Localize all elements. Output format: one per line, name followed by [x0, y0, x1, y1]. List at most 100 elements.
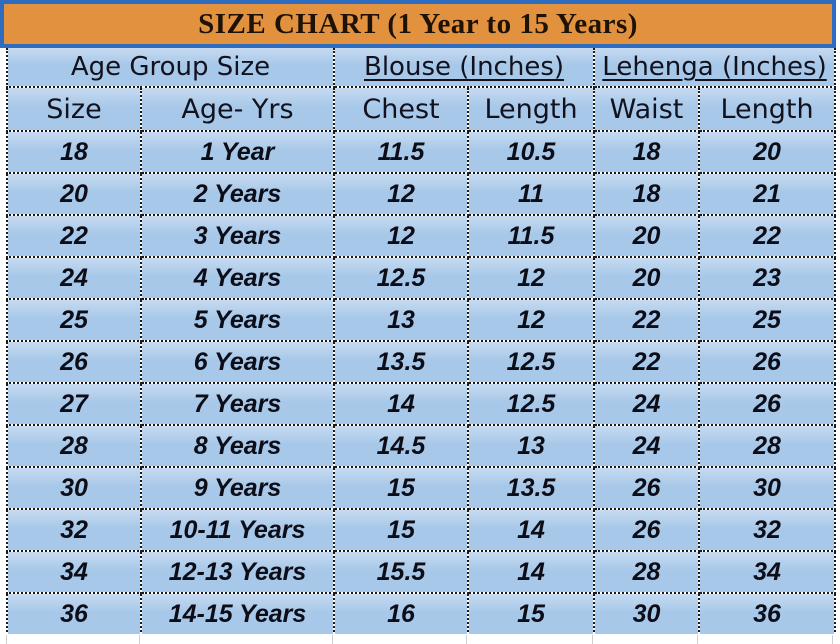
table-row: 32 10-11 Years 15 14 26 32 [6, 508, 837, 552]
cell-chest: 15 [333, 508, 469, 552]
cell-size: 28 [6, 424, 142, 468]
cell-lehenga-length: 26 [698, 340, 837, 384]
column-header-lehenga-length: Length [698, 86, 837, 132]
cell-chest: 15 [333, 466, 469, 510]
cell-waist: 28 [593, 550, 701, 594]
cell-chest: 13 [333, 298, 469, 342]
column-group-lehenga: Lehenga (Inches) [593, 48, 837, 88]
cell-size: 24 [6, 256, 142, 300]
cell-lehenga-length: 30 [698, 466, 837, 510]
cell-blouse-length: 10.5 [466, 130, 596, 174]
cell-size: 18 [6, 130, 142, 174]
cell-age-yrs: 2 Years [140, 172, 335, 216]
column-header-chest: Chest [333, 86, 469, 132]
column-header-size: Size [6, 86, 142, 132]
column-group-row: Age Group Size Blouse (Inches) Lehenga (… [6, 48, 837, 88]
cell-age-yrs: 4 Years [140, 256, 335, 300]
size-chart-table: Age Group Size Blouse (Inches) Lehenga (… [6, 48, 837, 636]
cell-waist: 30 [593, 592, 701, 636]
cell-age-yrs: 14-15 Years [140, 592, 335, 636]
cell-size: 36 [6, 592, 142, 636]
cell-chest: 12 [333, 214, 469, 258]
cell-lehenga-length: 23 [698, 256, 837, 300]
cell-waist: 18 [593, 130, 701, 174]
cell-age-yrs: 9 Years [140, 466, 335, 510]
page-title: SIZE CHART (1 Year to 15 Years) [198, 7, 638, 40]
cell-chest: 14 [333, 382, 469, 426]
cell-waist: 26 [593, 466, 701, 510]
cell-age-yrs: 7 Years [140, 382, 335, 426]
cell-waist: 24 [593, 424, 701, 468]
gridline [697, 635, 698, 644]
cell-age-yrs: 8 Years [140, 424, 335, 468]
column-header-age-yrs: Age- Yrs [140, 86, 335, 132]
cell-lehenga-length: 21 [698, 172, 837, 216]
cell-lehenga-length: 28 [698, 424, 837, 468]
table-row: 34 12-13 Years 15.5 14 28 34 [6, 550, 837, 594]
cell-lehenga-length: 20 [698, 130, 837, 174]
cell-age-yrs: 3 Years [140, 214, 335, 258]
table-row: 36 14-15 Years 16 15 30 36 [6, 592, 837, 636]
cell-chest: 13.5 [333, 340, 469, 384]
column-group-age: Age Group Size [6, 48, 335, 88]
cell-blouse-length: 12 [466, 298, 596, 342]
cell-waist: 20 [593, 256, 701, 300]
cell-lehenga-length: 34 [698, 550, 837, 594]
cell-chest: 12.5 [333, 256, 469, 300]
cell-blouse-length: 13.5 [466, 466, 596, 510]
table-row: 18 1 Year 11.5 10.5 18 20 [6, 130, 837, 174]
table-row: 26 6 Years 13.5 12.5 22 26 [6, 340, 837, 384]
cell-chest: 11.5 [333, 130, 469, 174]
cell-blouse-length: 11 [466, 172, 596, 216]
column-header-row: Size Age- Yrs Chest Length Waist Length [6, 86, 837, 132]
cell-waist: 18 [593, 172, 701, 216]
cell-waist: 26 [593, 508, 701, 552]
cell-size: 32 [6, 508, 142, 552]
cell-chest: 12 [333, 172, 469, 216]
gridline [832, 635, 833, 644]
column-group-blouse-label: Blouse (Inches) [364, 52, 565, 82]
cell-blouse-length: 13 [466, 424, 596, 468]
gridline [6, 635, 7, 644]
column-group-blouse: Blouse (Inches) [332, 48, 596, 88]
cell-size: 30 [6, 466, 142, 510]
cell-size: 22 [6, 214, 142, 258]
cell-lehenga-length: 25 [698, 298, 837, 342]
size-chart-body: 18 1 Year 11.5 10.5 18 20 20 2 Years 12 … [6, 130, 837, 636]
cell-chest: 16 [333, 592, 469, 636]
column-header-waist: Waist [593, 86, 701, 132]
table-row: 20 2 Years 12 11 18 21 [6, 172, 837, 216]
cell-blouse-length: 15 [466, 592, 596, 636]
cell-age-yrs: 1 Year [140, 130, 335, 174]
cell-blouse-length: 12.5 [466, 382, 596, 426]
column-header-blouse-length: Length [466, 86, 596, 132]
cell-age-yrs: 10-11 Years [140, 508, 335, 552]
gridline [466, 635, 467, 644]
column-group-age-label: Age Group Size [70, 52, 271, 82]
table-row: 27 7 Years 14 12.5 24 26 [6, 382, 837, 426]
cell-waist: 22 [593, 340, 701, 384]
gridline [592, 635, 593, 644]
cell-size: 25 [6, 298, 142, 342]
gridline [139, 635, 140, 644]
cell-size: 20 [6, 172, 142, 216]
gridline [332, 635, 333, 644]
cell-blouse-length: 12.5 [466, 340, 596, 384]
cell-blouse-length: 11.5 [466, 214, 596, 258]
cell-waist: 20 [593, 214, 701, 258]
table-row: 28 8 Years 14.5 13 24 28 [6, 424, 837, 468]
grid-continuation [0, 634, 840, 644]
table-row: 30 9 Years 15 13.5 26 30 [6, 466, 837, 510]
cell-age-yrs: 12-13 Years [140, 550, 335, 594]
cell-size: 27 [6, 382, 142, 426]
cell-lehenga-length: 32 [698, 508, 837, 552]
cell-size: 34 [6, 550, 142, 594]
cell-chest: 14.5 [333, 424, 469, 468]
cell-blouse-length: 14 [466, 508, 596, 552]
size-chart-banner: SIZE CHART (1 Year to 15 Years) [0, 0, 836, 48]
cell-blouse-length: 14 [466, 550, 596, 594]
cell-age-yrs: 6 Years [140, 340, 335, 384]
cell-lehenga-length: 26 [698, 382, 837, 426]
cell-size: 26 [6, 340, 142, 384]
